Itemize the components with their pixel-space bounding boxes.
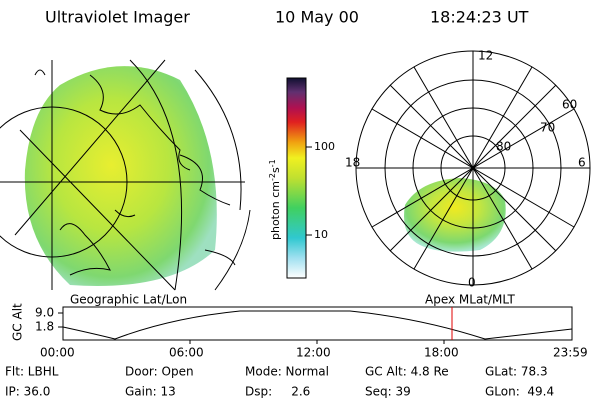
altitude-plot bbox=[58, 306, 573, 344]
date: 10 May 00 bbox=[275, 8, 359, 27]
info-field: Gain: 13 bbox=[125, 385, 176, 399]
info-field: GC Alt: 4.8 Re bbox=[365, 365, 449, 379]
time-tick: 00:00 bbox=[40, 346, 75, 360]
time: 18:24:23 UT bbox=[430, 8, 529, 27]
map-label: Geographic Lat/Lon bbox=[70, 293, 187, 307]
colorbar-label: photon cm-2s-1 bbox=[268, 159, 283, 240]
time-tick: 23:59 bbox=[553, 346, 588, 360]
lat-label: 80 bbox=[496, 140, 511, 154]
time-tick: 06:00 bbox=[169, 346, 204, 360]
lat-label: 70 bbox=[540, 121, 555, 135]
altitude-tick: 1.8 bbox=[35, 320, 54, 334]
info-field: GLon: 49.4 bbox=[485, 385, 554, 399]
info-panel: Flt: LBHL Door: Open Mode: Normal GC Alt: 4… bbox=[5, 365, 554, 399]
map-label: Apex MLat/MLT bbox=[425, 293, 515, 307]
info-field: Flt: LBHL bbox=[5, 365, 59, 379]
info-field: IP: 36.0 bbox=[5, 385, 50, 399]
mlt-label: 12 bbox=[478, 49, 493, 63]
colorbar-ticks bbox=[306, 146, 312, 236]
info-field: Seq: 39 bbox=[365, 385, 411, 399]
lat-label: 60 bbox=[562, 98, 577, 112]
info-field: Mode: Normal bbox=[245, 365, 329, 379]
colorbar bbox=[286, 77, 307, 279]
mlt-label: 0 bbox=[468, 276, 476, 290]
colorbar-tick-label: 100 bbox=[314, 140, 335, 153]
colorbar-tick-label: 10 bbox=[314, 228, 328, 241]
info-field: GLat: 78.3 bbox=[485, 365, 548, 379]
mlt-label: 18 bbox=[345, 156, 360, 170]
title: Ultraviolet Imager bbox=[45, 8, 190, 27]
altitude-label: GC Alt bbox=[11, 303, 25, 341]
altitude-tick: 9.0 bbox=[35, 306, 54, 320]
globe-image bbox=[0, 59, 251, 291]
info-field: Dsp: 2.6 bbox=[245, 385, 310, 399]
info-field: Door: Open bbox=[125, 365, 194, 379]
polar-plot bbox=[355, 50, 591, 286]
time-tick: 12:00 bbox=[296, 346, 331, 360]
mlt-label: 6 bbox=[578, 156, 586, 170]
time-tick: 18:00 bbox=[424, 346, 459, 360]
